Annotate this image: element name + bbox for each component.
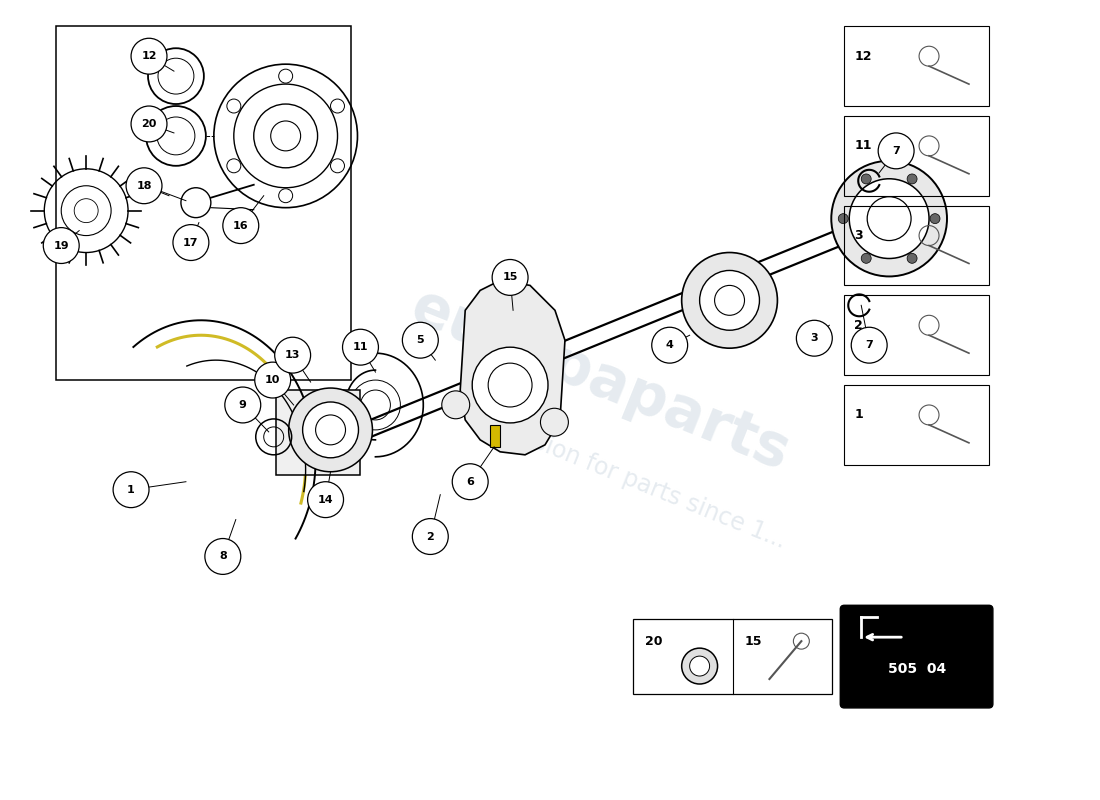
Text: 15: 15 <box>503 273 518 282</box>
Text: 9: 9 <box>239 400 246 410</box>
Circle shape <box>278 189 293 202</box>
Circle shape <box>330 159 344 173</box>
Circle shape <box>308 482 343 518</box>
Circle shape <box>690 656 710 676</box>
Text: 6: 6 <box>466 477 474 486</box>
Text: 19: 19 <box>54 241 69 250</box>
Text: 505  04: 505 04 <box>888 662 946 676</box>
Circle shape <box>851 327 887 363</box>
Text: 1: 1 <box>128 485 135 494</box>
Circle shape <box>861 254 871 263</box>
Bar <box>491 425 501 447</box>
Bar <box>845 26 989 106</box>
Bar <box>276 390 361 474</box>
Text: 12: 12 <box>141 51 157 61</box>
Circle shape <box>488 363 532 407</box>
Text: 11: 11 <box>353 342 369 352</box>
Circle shape <box>796 320 833 356</box>
Circle shape <box>275 338 310 373</box>
Text: a passion for parts since 1...: a passion for parts since 1... <box>471 406 789 554</box>
Circle shape <box>442 391 470 418</box>
Circle shape <box>403 322 438 358</box>
Text: 1: 1 <box>855 409 864 422</box>
Circle shape <box>832 161 947 277</box>
Bar <box>56 26 351 380</box>
Circle shape <box>651 327 688 363</box>
Text: 4: 4 <box>666 340 673 350</box>
Circle shape <box>700 270 759 330</box>
Text: 10: 10 <box>265 375 280 385</box>
Text: 12: 12 <box>855 50 871 62</box>
Text: 8: 8 <box>219 551 227 562</box>
Text: 3: 3 <box>811 334 818 343</box>
Circle shape <box>849 178 930 258</box>
Circle shape <box>131 38 167 74</box>
Text: 14: 14 <box>318 494 333 505</box>
Text: 18: 18 <box>136 181 152 190</box>
Circle shape <box>867 197 911 241</box>
Text: 16: 16 <box>233 221 249 230</box>
Circle shape <box>930 214 940 224</box>
Circle shape <box>255 362 290 398</box>
Text: 13: 13 <box>285 350 300 360</box>
Text: 5: 5 <box>417 335 425 346</box>
Circle shape <box>302 402 359 458</box>
Circle shape <box>43 228 79 263</box>
Circle shape <box>878 133 914 169</box>
Circle shape <box>412 518 449 554</box>
Circle shape <box>126 168 162 204</box>
Circle shape <box>113 472 148 508</box>
Text: 11: 11 <box>855 139 871 152</box>
Circle shape <box>205 538 241 574</box>
FancyBboxPatch shape <box>840 606 993 708</box>
Circle shape <box>908 174 917 184</box>
Circle shape <box>227 99 241 113</box>
Circle shape <box>342 330 378 365</box>
Bar <box>845 295 989 375</box>
Text: 2: 2 <box>855 318 864 332</box>
Circle shape <box>861 174 871 184</box>
Text: 3: 3 <box>855 229 862 242</box>
Circle shape <box>131 106 167 142</box>
Bar <box>632 619 833 694</box>
Polygon shape <box>460 281 565 455</box>
Circle shape <box>288 388 373 472</box>
Bar <box>845 116 989 196</box>
Circle shape <box>173 225 209 261</box>
Circle shape <box>492 259 528 295</box>
Circle shape <box>316 415 345 445</box>
Circle shape <box>908 254 917 263</box>
Circle shape <box>452 464 488 500</box>
Circle shape <box>224 387 261 423</box>
Text: 7: 7 <box>892 146 900 156</box>
Bar <box>845 206 989 286</box>
Text: 2: 2 <box>427 531 434 542</box>
Circle shape <box>472 347 548 423</box>
Circle shape <box>838 214 848 224</box>
Text: 20: 20 <box>645 634 662 648</box>
Text: 20: 20 <box>141 119 156 129</box>
Bar <box>845 385 989 465</box>
Circle shape <box>223 208 258 243</box>
Circle shape <box>682 648 717 684</box>
Circle shape <box>540 408 569 436</box>
Circle shape <box>330 99 344 113</box>
Text: 17: 17 <box>184 238 199 247</box>
Circle shape <box>715 286 745 315</box>
Text: 15: 15 <box>745 634 762 648</box>
Circle shape <box>682 253 778 348</box>
Circle shape <box>278 69 293 83</box>
Circle shape <box>227 159 241 173</box>
Text: europaparts: europaparts <box>403 278 798 482</box>
Text: 7: 7 <box>866 340 873 350</box>
